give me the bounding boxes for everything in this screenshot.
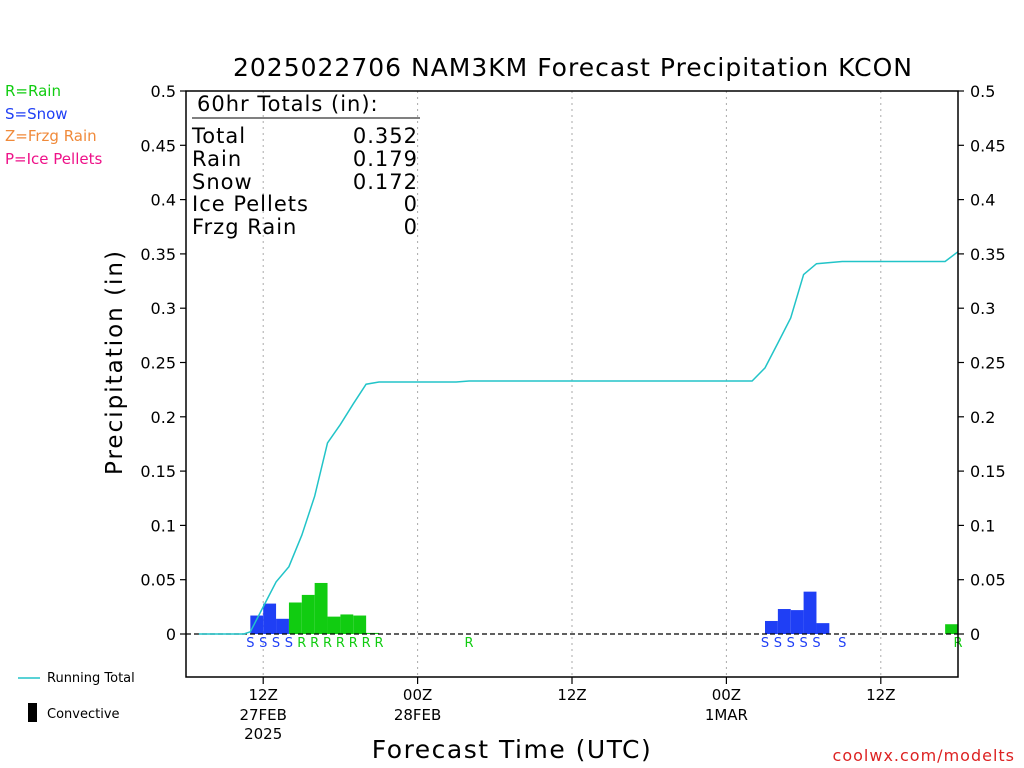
snow-bar-3 bbox=[765, 620, 778, 634]
credit-text: coolwx.com/modelts bbox=[833, 746, 1015, 765]
ptype-letter-9: R bbox=[362, 636, 371, 651]
running-total-line bbox=[198, 251, 959, 635]
x-tick-label-0: 12Z bbox=[249, 686, 278, 704]
rain-bar-2 bbox=[314, 582, 328, 634]
x-tick-date-3: 1MAR bbox=[705, 706, 748, 724]
totals-label-ice-pellets: Ice Pellets bbox=[192, 192, 309, 216]
y-tick-label-left-0: 0 bbox=[166, 625, 176, 644]
totals-value-rain: 0.179 bbox=[353, 147, 418, 171]
snow-bar-2 bbox=[276, 618, 289, 634]
legend-snow: S=Snow bbox=[5, 105, 68, 123]
x-tick-date-1: 28FEB bbox=[394, 706, 441, 724]
y-tick-label-left-1: 0.05 bbox=[140, 571, 176, 590]
ptype-letter-6: R bbox=[323, 636, 332, 651]
y-axis-label: Precipitation (in) bbox=[102, 249, 128, 475]
totals-label-total: Total bbox=[191, 124, 246, 148]
rain-bar-3 bbox=[327, 616, 341, 634]
rain-bar-4 bbox=[340, 614, 354, 634]
snow-bar-1 bbox=[263, 603, 277, 634]
convective-swatch bbox=[28, 703, 37, 722]
ptype-letter-14: S bbox=[787, 636, 795, 651]
ptype-letter-8: R bbox=[349, 636, 358, 651]
ptype-letter-12: S bbox=[761, 636, 769, 651]
ptype-legend: R=Rain S=Snow Z=Frzg Rain P=Ice Pellets bbox=[5, 82, 102, 168]
running-total-legend-label: Running Total bbox=[47, 671, 135, 686]
ptype-letter-0: S bbox=[246, 636, 254, 651]
y-tick-label-left-4: 0.2 bbox=[151, 408, 176, 427]
totals-value-snow: 0.172 bbox=[353, 170, 418, 194]
y-tick-label-left-10: 0.5 bbox=[151, 82, 176, 101]
totals-value-total: 0.352 bbox=[353, 124, 418, 148]
ptype-letter-5: R bbox=[310, 636, 319, 651]
rain-bar-0 bbox=[288, 602, 302, 634]
x-tick-label-3: 00Z bbox=[712, 686, 741, 704]
rain-bar-1 bbox=[301, 594, 315, 634]
snow-bar-4 bbox=[777, 609, 791, 634]
legend-rain: R=Rain bbox=[5, 82, 61, 100]
totals-label-snow: Snow bbox=[192, 170, 253, 194]
x-tick-year-0: 2025 bbox=[244, 725, 282, 743]
totals-label-rain: Rain bbox=[192, 147, 242, 171]
x-tick-date-0: 27FEB bbox=[239, 706, 286, 724]
ptype-letter-13: S bbox=[774, 636, 782, 651]
y-tick-label-left-9: 0.45 bbox=[140, 136, 176, 155]
y-tick-label-right-8: 0.4 bbox=[970, 191, 995, 210]
y-tick-label-right-4: 0.2 bbox=[970, 408, 995, 427]
y-tick-label-left-3: 0.15 bbox=[140, 462, 176, 481]
ptype-letter-3: S bbox=[285, 636, 293, 651]
rain-bar-7 bbox=[945, 624, 958, 634]
y-tick-label-left-8: 0.4 bbox=[151, 191, 176, 210]
snow-bar-7 bbox=[816, 623, 830, 634]
y-tick-label-right-0: 0 bbox=[970, 625, 980, 644]
y-tick-label-right-5: 0.25 bbox=[970, 354, 1006, 373]
totals-header: 60hr Totals (in): bbox=[197, 92, 379, 116]
ptype-letter-11: R bbox=[465, 636, 474, 651]
ptype-letter-1: S bbox=[259, 636, 267, 651]
y-axis-left: 0 0.05 0.1 0.15 0.2 0.25 0.3 0.35 0.4 0.45 0.5 bbox=[140, 82, 186, 644]
y-axis-right: 0 0.05 0.1 0.15 0.2 0.25 0.3 0.35 0.4 0.45 0.5 bbox=[958, 82, 1006, 644]
ptype-letter-15: S bbox=[799, 636, 807, 651]
snow-bar-5 bbox=[790, 610, 804, 634]
convective-legend-label: Convective bbox=[47, 707, 120, 722]
grid-lines bbox=[262, 91, 882, 677]
y-tick-label-left-7: 0.35 bbox=[140, 245, 176, 264]
rain-bar-5 bbox=[353, 615, 367, 634]
y-tick-label-left-5: 0.25 bbox=[140, 354, 176, 373]
totals-label-frzg-rain: Frzg Rain bbox=[192, 215, 297, 239]
x-tick-label-1: 00Z bbox=[403, 686, 432, 704]
ptype-letter-7: R bbox=[336, 636, 345, 651]
ptype-letter-4: R bbox=[297, 636, 306, 651]
ptype-letter-17: S bbox=[838, 636, 846, 651]
ptype-letter-16: S bbox=[812, 636, 820, 651]
ptype-letter-10: R bbox=[374, 636, 383, 651]
y-tick-label-left-6: 0.3 bbox=[151, 299, 176, 318]
x-axis-label: Forecast Time (UTC) bbox=[372, 735, 652, 764]
y-tick-label-left-2: 0.1 bbox=[151, 516, 176, 535]
ptype-letter-2: S bbox=[272, 636, 280, 651]
chart-title: 2025022706 NAM3KM Forecast Precipitation… bbox=[233, 53, 913, 82]
legend-ice-pellets: P=Ice Pellets bbox=[5, 150, 102, 168]
y-tick-label-right-6: 0.3 bbox=[970, 299, 995, 318]
x-tick-label-2: 12Z bbox=[557, 686, 586, 704]
bottom-legend: Running Total Convective bbox=[18, 671, 135, 722]
y-tick-label-right-10: 0.5 bbox=[970, 82, 995, 101]
totals-value-frzg-rain: 0 bbox=[404, 215, 418, 239]
y-tick-label-right-2: 0.1 bbox=[970, 516, 995, 535]
legend-frzg-rain: Z=Frzg Rain bbox=[5, 127, 97, 145]
y-tick-label-right-3: 0.15 bbox=[970, 462, 1006, 481]
y-tick-label-right-7: 0.35 bbox=[970, 245, 1006, 264]
x-tick-label-4: 12Z bbox=[866, 686, 895, 704]
totals-box: 60hr Totals (in): Total 0.352 Rain 0.179… bbox=[191, 92, 420, 239]
precip-bars bbox=[250, 582, 958, 634]
totals-value-ice-pellets: 0 bbox=[404, 192, 418, 216]
y-tick-label-right-1: 0.05 bbox=[970, 571, 1006, 590]
snow-bar-0 bbox=[250, 615, 264, 634]
y-tick-label-right-9: 0.45 bbox=[970, 136, 1006, 155]
snow-bar-6 bbox=[803, 591, 817, 634]
